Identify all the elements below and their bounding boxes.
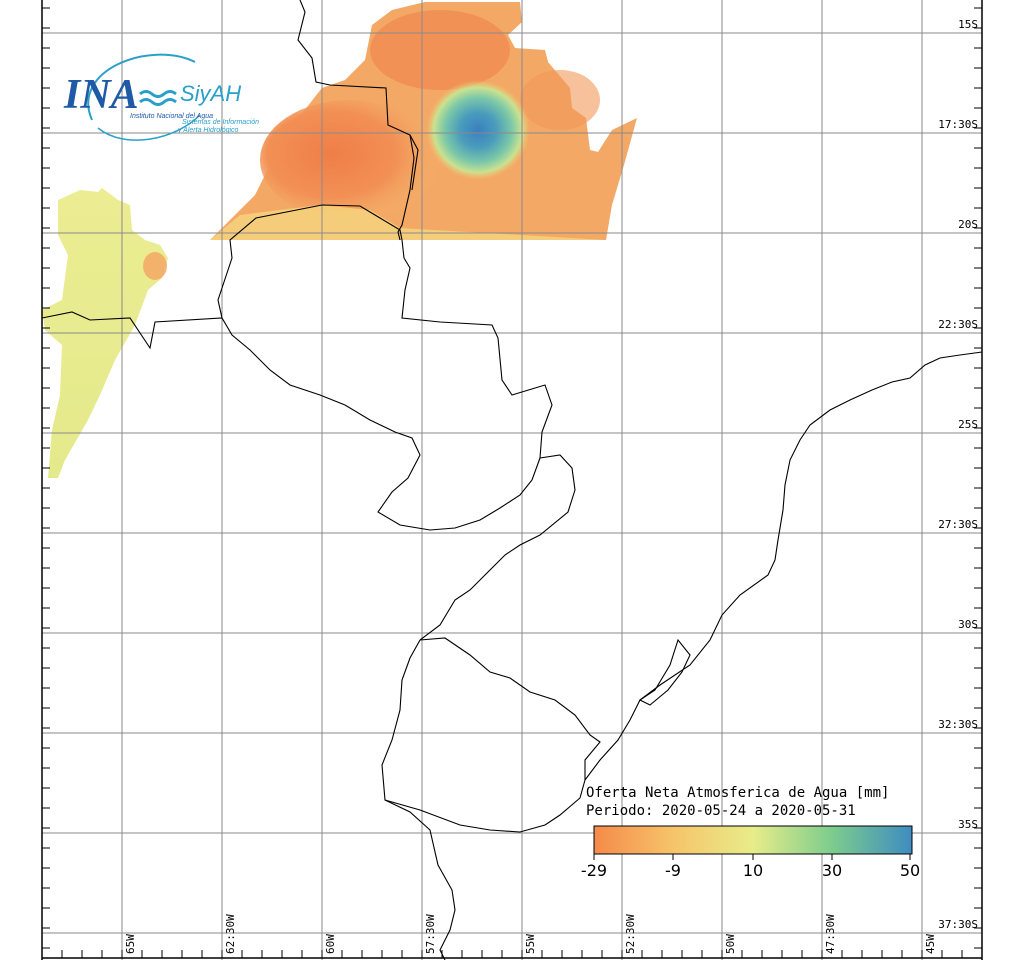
graticule [42, 0, 982, 960]
lat-label: 37:30S [938, 918, 978, 931]
lat-label: 27:30S [938, 518, 978, 531]
country-borders [41, 0, 983, 960]
legend-colorbar [593, 825, 913, 855]
legend-tick-label: 30 [822, 861, 842, 880]
lon-label: 65W [124, 934, 137, 954]
border-brazil-east-bolivia [409, 134, 419, 191]
lat-label: 30S [958, 618, 978, 631]
border-argentina-uruguay-river [381, 639, 456, 960]
logo-ina-text: INA [63, 72, 139, 118]
legend-tick-label: 10 [743, 861, 763, 880]
west-dry-spot [143, 252, 167, 280]
ina-siyah-logo: INA SiyAH Instituto Nacional del Agua Si… [63, 53, 259, 141]
lon-label: 52:30W [624, 914, 637, 954]
wet-anomaly [426, 80, 530, 180]
latitude-labels: 15S 17:30S 20S 22:30S 25S 27:30S 30S 32:… [938, 18, 978, 931]
logo-institute-text: Instituto Nacional del Agua [130, 113, 213, 120]
legend: Oferta Neta Atmosferica de Agua [mm] Per… [581, 785, 920, 880]
lon-label: 57:30W [424, 914, 437, 954]
dry-core-west [260, 100, 440, 220]
legend-tick-label: -9 [665, 861, 681, 880]
uruguay-coast [384, 779, 586, 833]
lon-label: 50W [724, 934, 737, 954]
border-argentina-bolivia [41, 311, 541, 531]
lat-label: 20S [958, 218, 978, 231]
logo-swoosh-icon [97, 114, 201, 141]
lon-label: 45W [924, 934, 937, 954]
lon-label: 60W [324, 934, 337, 954]
lat-label: 32:30S [938, 718, 978, 731]
logo-brand-text: SiyAH [180, 81, 241, 106]
lat-label: 15S [958, 18, 978, 31]
logo-system-line2: y Alerta Hidrológico [177, 127, 239, 134]
legend-tick-marks [593, 854, 911, 860]
map-frame [41, 0, 983, 960]
logo-system-line1: Sistemas de Información [182, 119, 259, 126]
border-uruguay-brazil [419, 637, 601, 780]
lat-label: 25S [958, 418, 978, 431]
latitude-grid-lines [42, 32, 982, 934]
legend-tick-label: 50 [900, 861, 920, 880]
border-bolivia-paraguay [217, 204, 403, 319]
frame-ticks [42, 7, 982, 958]
border-bolivia-brazil-north [297, 0, 415, 241]
lagoa-dos-patos [638, 638, 691, 706]
lat-label: 17:30S [938, 118, 978, 131]
lat-label: 22:30S [938, 318, 978, 331]
legend-tick-label: -29 [581, 861, 607, 880]
southern-fringe [210, 205, 606, 240]
border-misiones [419, 454, 576, 641]
lon-label: 47:30W [824, 914, 837, 954]
logo-wave-icon [139, 98, 177, 106]
dry-core-north [370, 10, 510, 90]
lon-label: 55W [524, 934, 537, 954]
legend-title: Oferta Neta Atmosferica de Agua [mm] [586, 785, 889, 801]
longitude-grid-lines [121, 0, 923, 960]
legend-period: Periodo: 2020-05-24 a 2020-05-31 [586, 803, 856, 819]
dry-core-east [520, 70, 600, 130]
border-paraguay-brazil [401, 239, 553, 459]
longitude-labels: 65W 62:30W 60W 57:30W 55W 52:30W 50W 47:… [124, 914, 937, 954]
logo-swoosh-icon [87, 53, 196, 121]
logo-wave-icon [139, 90, 177, 98]
lon-label: 62:30W [224, 914, 237, 954]
lat-label: 35S [958, 818, 978, 831]
